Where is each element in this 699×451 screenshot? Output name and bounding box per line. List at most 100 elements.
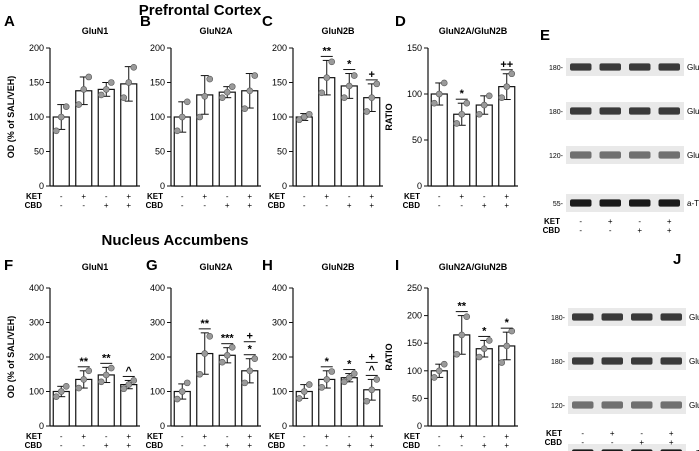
- cbd-sign: -: [303, 201, 306, 210]
- y-tick-label: 50: [412, 393, 422, 403]
- data-point: [201, 93, 209, 100]
- data-point: [430, 99, 438, 107]
- data-point: [218, 358, 226, 366]
- data-point: [453, 120, 461, 127]
- y-tick-label: 400: [29, 283, 44, 293]
- molecular-weight-marker: 55-: [553, 201, 564, 208]
- blot-band: [570, 63, 592, 71]
- y-tick-label: 0: [39, 181, 44, 191]
- bar: [430, 93, 448, 187]
- significance-label: **: [79, 356, 88, 368]
- data-point: [201, 350, 209, 357]
- data-point: [57, 113, 65, 121]
- molecular-weight-marker: 180-: [549, 65, 564, 72]
- y-tick-label: 0: [417, 421, 422, 431]
- y-tick-label: 150: [29, 78, 44, 88]
- cbd-sign: +: [639, 438, 644, 447]
- cbd-sign: +: [126, 201, 131, 210]
- data-point: [300, 388, 308, 395]
- molecular-weight-marker: 180-: [551, 315, 566, 322]
- data-point: [120, 385, 128, 393]
- significance-label: +: [247, 331, 253, 343]
- data-point: [75, 384, 83, 392]
- blot-band: [629, 151, 651, 159]
- ket-sign: -: [226, 192, 229, 201]
- ket-sign: +: [81, 432, 86, 441]
- ket-sign: -: [348, 192, 351, 201]
- cbd-sign: -: [460, 441, 463, 450]
- panel-letter: J: [673, 251, 681, 268]
- y-tick-label: 100: [150, 112, 165, 122]
- significance-label: **: [200, 318, 209, 330]
- cbd-sign: +: [104, 441, 109, 450]
- data-point: [102, 371, 110, 379]
- cbd-sign: +: [667, 226, 672, 235]
- blot-lane-background: [568, 444, 686, 451]
- significance-label: ^: [369, 364, 376, 376]
- data-point: [251, 72, 259, 79]
- y-tick-label: 50: [155, 147, 165, 157]
- blot-lane-background: [566, 58, 684, 76]
- data-point: [503, 342, 511, 350]
- blot-band: [658, 63, 680, 71]
- y-tick-label: 300: [272, 318, 287, 328]
- data-point: [125, 79, 133, 86]
- blot-label: GluN2B: [689, 313, 699, 322]
- significance-label: *: [248, 344, 253, 356]
- y-axis-label: OD (% of SAL/VEH): [6, 76, 16, 159]
- cbd-sign: +: [482, 441, 487, 450]
- data-point: [52, 127, 60, 135]
- ket-sign: -: [181, 192, 184, 201]
- data-point: [350, 370, 358, 377]
- ket-sign: -: [105, 192, 108, 201]
- data-point: [97, 378, 105, 386]
- ket-row-label: KET: [26, 192, 42, 201]
- y-tick-label: 100: [150, 387, 165, 397]
- data-point: [62, 103, 70, 110]
- blot-band: [629, 107, 651, 115]
- cbd-sign: +: [104, 201, 109, 210]
- blot-lane-background: [568, 308, 686, 326]
- data-point: [373, 376, 381, 383]
- y-tick-label: 100: [272, 112, 287, 122]
- blot-band: [631, 313, 653, 321]
- cbd-sign: -: [82, 201, 85, 210]
- data-point: [485, 92, 493, 100]
- significance-label: ^: [126, 365, 133, 377]
- y-tick-label: 100: [29, 112, 44, 122]
- blot-lane-background: [566, 102, 684, 120]
- section-title-accumbens: Nucleus Accumbens: [102, 232, 249, 249]
- data-point: [440, 360, 448, 368]
- data-point: [323, 74, 331, 81]
- y-tick-label: 150: [272, 78, 287, 88]
- ket-sign: +: [608, 217, 613, 226]
- cbd-row-label: CBD: [268, 441, 286, 450]
- data-point: [440, 79, 448, 87]
- ket-sign: +: [247, 432, 252, 441]
- cbd-sign: +: [369, 441, 374, 450]
- y-tick-label: 100: [29, 387, 44, 397]
- ket-sign: +: [324, 192, 329, 201]
- bar: [97, 88, 115, 187]
- significance-label: *: [325, 356, 330, 368]
- y-tick-label: 400: [150, 283, 165, 293]
- y-tick-label: 150: [150, 78, 165, 88]
- y-tick-label: 50: [412, 135, 422, 145]
- blot-band: [658, 107, 680, 115]
- cbd-sign: +: [347, 441, 352, 450]
- blot-lane-background: [568, 396, 686, 414]
- data-point: [223, 88, 231, 96]
- cbd-row-label: CBD: [146, 441, 164, 450]
- blot-band: [570, 151, 592, 159]
- cbd-sign: -: [181, 441, 184, 450]
- data-point: [206, 75, 214, 83]
- ket-sign: -: [60, 432, 63, 441]
- panel-letter: G: [146, 257, 158, 274]
- y-axis-label: RATIO: [384, 343, 394, 370]
- y-tick-label: 0: [160, 421, 165, 431]
- significance-label: ***: [221, 333, 235, 345]
- data-point: [498, 94, 506, 101]
- data-point: [246, 87, 254, 95]
- cbd-row-label: CBD: [25, 441, 43, 450]
